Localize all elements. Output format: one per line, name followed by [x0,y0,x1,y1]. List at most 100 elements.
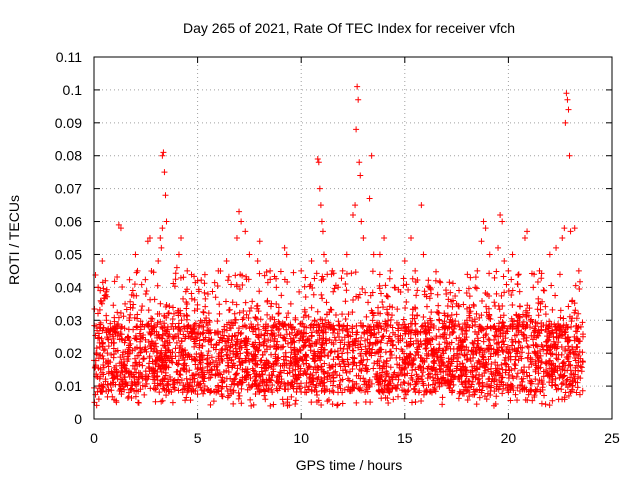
data-point [387,364,394,371]
data-point [452,318,459,325]
data-point [499,218,506,225]
data-point [378,290,385,297]
data-point [194,334,201,341]
data-point [298,267,305,274]
data-point [115,221,122,228]
data-point [493,268,500,275]
data-point [168,358,175,365]
data-point [224,362,231,369]
data-point [303,380,310,387]
data-point [363,348,370,355]
data-point [502,330,509,337]
data-point [229,299,236,306]
data-point [121,361,128,368]
data-point [449,280,456,287]
data-point [313,270,320,277]
data-point [95,330,102,337]
data-point [191,375,198,382]
data-point [501,289,508,296]
data-point [569,346,576,353]
data-point [125,342,132,349]
data-point [194,391,201,398]
data-point [569,378,576,385]
data-point [99,353,106,360]
data-point [532,319,539,326]
data-point [275,310,282,317]
data-point [463,373,470,380]
data-point [284,279,291,286]
data-point [492,369,499,376]
data-point [387,348,394,355]
data-point [95,310,102,317]
data-point [231,362,238,369]
data-point [287,300,294,307]
data-point [162,357,169,364]
data-point [315,159,322,166]
data-point [185,385,192,392]
data-point [342,280,349,287]
data-point [281,321,288,328]
data-point [238,218,245,225]
data-point [564,323,571,330]
data-point [271,273,278,280]
data-point [407,350,414,357]
data-point [466,378,473,385]
data-point [156,356,163,363]
data-point [528,380,535,387]
data-point [512,356,519,363]
data-point [357,172,364,179]
data-point [178,337,185,344]
data-point [503,281,510,288]
data-point [356,386,363,393]
data-point [387,267,394,274]
data-point [463,344,470,351]
data-point [516,288,523,295]
data-point [394,372,401,379]
data-point [369,341,376,348]
data-point [384,340,391,347]
data-point [482,290,489,297]
y-tick-label: 0 [74,411,82,427]
data-point [308,332,315,339]
data-point [414,337,421,344]
data-point [472,321,479,328]
data-point [563,377,570,384]
data-point [443,335,450,342]
data-point [200,329,207,336]
data-point [494,362,501,369]
data-point [384,293,391,300]
data-point [215,267,222,274]
data-point [546,365,553,372]
data-point [200,378,207,385]
data-point [142,344,149,351]
data-point [369,289,376,296]
data-point [492,348,499,355]
data-point [381,235,388,241]
data-point [144,322,151,329]
data-point [430,358,437,365]
data-point [314,156,321,163]
data-point [518,367,525,374]
data-point [119,284,126,291]
data-point [93,345,100,352]
data-point [369,317,376,324]
data-point [265,362,272,369]
data-point [571,337,578,344]
data-point [375,309,382,316]
data-point [137,318,144,325]
data-point [572,282,579,289]
data-point [377,380,384,387]
data-point [411,355,418,362]
data-point [417,328,424,335]
data-point [218,393,225,400]
data-point [281,321,288,328]
data-point [253,371,260,378]
data-point [353,331,360,338]
data-point [423,387,430,394]
data-point [157,235,164,241]
data-point [256,372,263,379]
data-point [194,366,201,373]
data-point [301,339,308,346]
data-point [366,195,373,202]
data-point [536,267,543,274]
